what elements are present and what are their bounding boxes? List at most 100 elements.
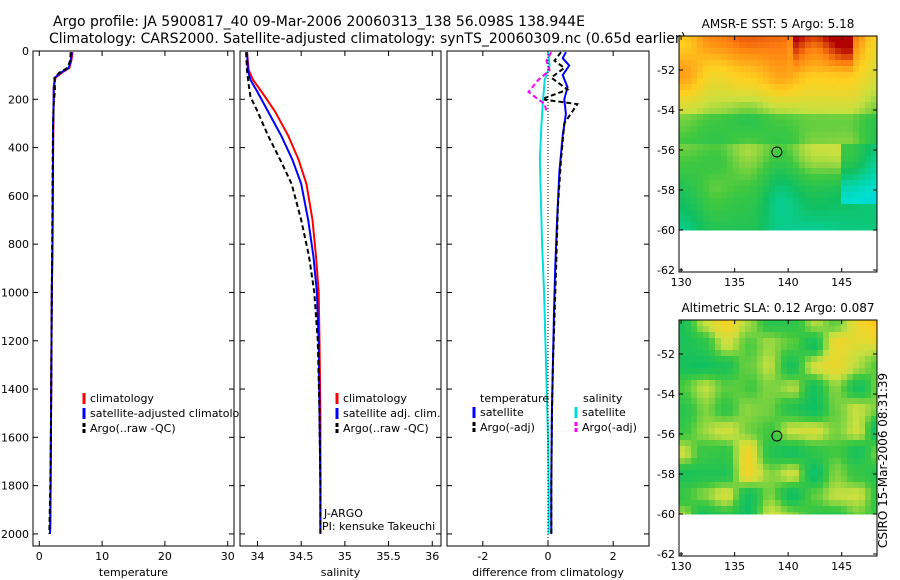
map-cell [757,452,764,459]
map-cell [781,326,788,333]
map-cell [715,506,722,513]
map-cell [823,42,830,49]
map-cell [769,108,776,115]
map-cell [841,326,848,333]
argo-location-marker [771,430,783,442]
map-cell [793,494,800,501]
map-title: AMSR-E SST: 5 Argo: 5.18 [702,17,855,31]
map-cell [829,506,836,513]
map-cell [679,78,686,85]
map-cell [679,386,686,393]
map-cell [739,476,746,483]
map-cell [691,198,698,205]
map-cell [793,84,800,91]
map-cell [853,410,860,417]
map-cell [727,494,734,501]
map-cell [739,54,746,61]
map-cell [829,452,836,459]
map-cell [775,332,782,339]
map-cell [745,332,752,339]
map-cell [691,72,698,79]
map-cell [793,422,800,429]
map-cell [853,374,860,381]
map-cell [847,464,854,471]
map-cell [871,434,878,441]
map-cell [769,186,776,193]
map-cell [721,78,728,85]
map-cell [763,326,770,333]
map-cell [697,162,704,169]
map-cell [847,102,854,109]
map-cell [811,326,818,333]
map-cell [775,150,782,157]
map-cell [763,446,770,453]
map-cell [817,374,824,381]
map-cell [781,446,788,453]
map-cell [751,368,758,375]
map-cell [703,36,710,43]
map-cell [787,464,794,471]
map-cell [715,362,722,369]
map-cell [685,416,692,423]
map-cell [769,494,776,501]
map-cell [871,120,878,127]
map-cell [859,90,866,97]
map-cell [835,72,842,79]
map-cell [853,362,860,369]
map-cell [733,488,740,495]
map-cell [685,156,692,163]
map-cell [769,228,776,231]
map-cell [733,144,740,151]
map-cell [841,96,848,103]
plot-frame [239,50,442,547]
map-cell [679,162,686,169]
map-cell [829,144,836,151]
map-cell [829,356,836,363]
map-cell [853,60,860,67]
map-cell [835,192,842,199]
map-cell [805,428,812,435]
map-cell [847,228,854,231]
map-cell [745,228,752,231]
map-cell [679,102,686,109]
map-cell [685,320,692,327]
map-cell [787,470,794,477]
map-cell [769,72,776,79]
map-cell [853,126,860,133]
map-cell [703,102,710,109]
map-cell [847,392,854,399]
map-cell [715,512,722,515]
map-cell [793,500,800,507]
map-cell [871,476,878,483]
map-cell [763,48,770,55]
map-cell [859,398,866,405]
map-cell [781,464,788,471]
map-cell [769,54,776,61]
map-cell [739,416,746,423]
map-cell [679,168,686,175]
map-cell [769,368,776,375]
map-cell [727,180,734,187]
x-tick-label: 36 [425,550,439,563]
map-cell [715,204,722,211]
map-cell [769,404,776,411]
map-cell [697,482,704,489]
map-cell [829,392,836,399]
map-cell [685,168,692,175]
map-cell [745,96,752,103]
figure-title-line2: Climatology: CARS2000. Satellite-adjuste… [49,31,686,47]
map-cell [691,132,698,139]
map-cell [709,350,716,357]
map-cell [691,174,698,181]
map-cell [871,228,878,231]
map-cell [751,380,758,387]
map-cell [871,150,878,157]
map-cell [823,470,830,477]
map-cell [709,398,716,405]
map-cell [865,228,872,231]
map-cell [769,416,776,423]
map-cell [817,476,824,483]
map-cell [805,204,812,211]
map-cell [721,102,728,109]
map-cell [859,374,866,381]
